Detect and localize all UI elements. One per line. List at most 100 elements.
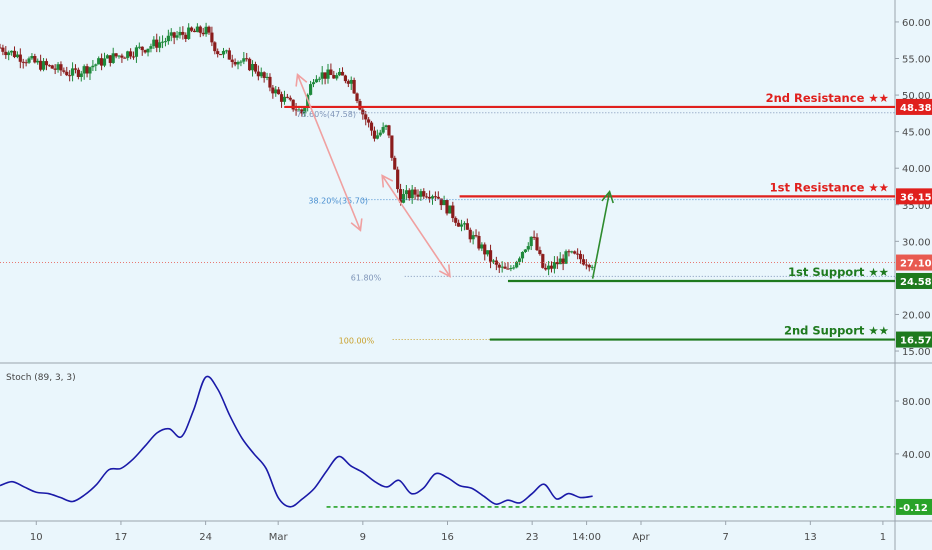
candle-body	[291, 99, 295, 110]
candle-body	[517, 258, 522, 262]
current-price-badge[interactable]	[896, 254, 932, 271]
candle-body	[279, 94, 284, 102]
candle-body	[332, 74, 336, 79]
candle-body	[285, 96, 289, 98]
candle-body	[236, 62, 240, 65]
candle	[0, 43, 2, 49]
stoch-base-badge[interactable]	[896, 498, 932, 515]
candle	[549, 261, 554, 273]
candle	[117, 55, 121, 59]
candle-body	[33, 56, 37, 63]
fib-level-label: 100.00%	[339, 337, 375, 346]
candle-body	[451, 205, 455, 219]
candle-body	[340, 71, 345, 76]
candle-body	[53, 68, 57, 70]
time-axis[interactable]: 10 17 24 Mar 9 16 23 14:00 Apr 7 13 1	[30, 521, 886, 543]
candle-body	[10, 50, 14, 53]
candle	[343, 74, 348, 84]
candle-body	[320, 72, 324, 79]
resistance-level-badge[interactable]	[896, 98, 932, 115]
candle-body	[500, 266, 504, 268]
support-level-badge[interactable]	[896, 272, 932, 289]
candle-body	[155, 39, 159, 48]
candle	[94, 63, 98, 71]
candle	[465, 218, 469, 230]
candle	[552, 256, 557, 274]
price-axis[interactable]: 15.0020.0025.0030.0035.0040.0045.0050.00…	[895, 18, 932, 515]
candle-body	[102, 58, 107, 66]
candle	[317, 76, 321, 83]
candle-body	[428, 197, 432, 199]
candle-body	[7, 52, 11, 56]
candle	[428, 190, 432, 203]
candle	[480, 242, 484, 252]
candle	[262, 71, 266, 83]
candle-body	[547, 265, 551, 270]
candle	[448, 205, 452, 214]
candle	[198, 25, 202, 38]
candle-body	[117, 55, 121, 57]
candle	[503, 262, 507, 269]
candle	[340, 67, 345, 76]
candle-body	[76, 69, 80, 77]
candle-body	[535, 237, 539, 251]
candle-body	[294, 109, 298, 111]
candle-body	[253, 64, 258, 72]
candle-body	[192, 30, 197, 33]
candle	[451, 201, 455, 223]
candle	[44, 58, 49, 71]
candle	[166, 29, 170, 45]
candle	[129, 48, 133, 60]
support-level-badge[interactable]	[896, 331, 932, 348]
candle	[520, 251, 525, 263]
candle	[430, 194, 435, 205]
candle	[454, 216, 458, 226]
candle	[541, 253, 545, 269]
projection-arrow-tail	[381, 174, 394, 188]
candle	[393, 155, 397, 170]
candle-body	[462, 223, 467, 225]
candle-body	[131, 56, 136, 58]
stoch-line[interactable]	[0, 375, 593, 508]
candle-body	[471, 235, 475, 240]
candle-body	[442, 200, 446, 206]
time-tick-label: 10	[30, 532, 43, 543]
candle-body	[419, 191, 423, 197]
candle	[120, 53, 124, 63]
candle-body	[567, 251, 571, 253]
candle-body	[166, 35, 170, 42]
candle	[158, 36, 162, 53]
candle	[10, 50, 14, 56]
stochastic-pane[interactable]: Stoch (89, 3, 3)	[0, 373, 895, 508]
candle-body	[134, 47, 139, 57]
candle-body	[242, 58, 246, 62]
candle-body	[265, 76, 269, 78]
candle-body	[459, 224, 464, 227]
candle-body	[123, 57, 127, 59]
candle-body	[576, 253, 580, 255]
stoch-base-value: -0.12	[899, 503, 928, 514]
stoch-tick-label: 40.00	[902, 450, 931, 461]
candle	[477, 231, 481, 251]
candle	[509, 265, 513, 272]
candle	[416, 189, 420, 201]
candle	[578, 250, 583, 264]
candle	[367, 117, 371, 128]
time-tick-label: 7	[722, 532, 728, 543]
candle	[488, 244, 493, 269]
candle	[221, 47, 226, 59]
candle	[114, 52, 118, 59]
candle-body	[477, 235, 481, 249]
resistance-level-badge[interactable]	[896, 188, 932, 205]
candle	[68, 70, 72, 82]
candle	[329, 63, 333, 76]
candle-body	[277, 89, 281, 95]
candle-body	[39, 60, 43, 70]
candle	[404, 184, 408, 201]
candle	[410, 184, 414, 204]
candle-body	[268, 76, 272, 88]
candle-body	[549, 265, 554, 269]
candle	[160, 35, 165, 49]
price-pane[interactable]: 78.60%(47.58) 38.20%(35.70) 61.80% 100.00% 2…	[0, 22, 895, 346]
candle	[338, 68, 342, 77]
